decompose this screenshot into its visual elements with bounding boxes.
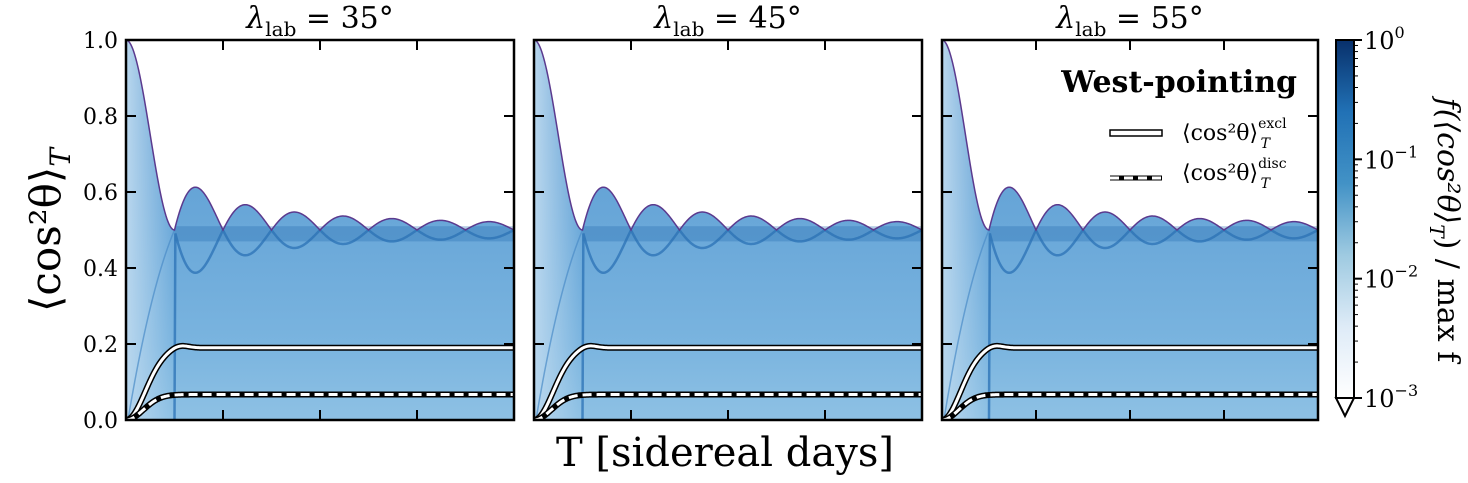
legend-label-excl: ⟨cos²θ⟩excl T bbox=[1182, 116, 1287, 152]
legend-entry-disc: ⟨cos²θ⟩disc T bbox=[1110, 156, 1287, 192]
legend-entry-excl: ⟨cos²θ⟩excl T bbox=[1109, 116, 1287, 152]
panel-plot-area bbox=[942, 40, 1318, 420]
y-axis-label: ⟨cos²θ⟩T bbox=[21, 146, 77, 312]
upper-envelope bbox=[126, 40, 514, 232]
disc-line bbox=[942, 393, 1318, 420]
y-tick-label: 0.4 bbox=[83, 257, 118, 282]
density-peak-band bbox=[989, 226, 1318, 242]
lower-envelope bbox=[173, 227, 514, 420]
colorbar-tick-label: 10−2 bbox=[1364, 262, 1418, 294]
svg-text:f(⟨cos²θ⟩T) / max f: f(⟨cos²θ⟩T) / max f bbox=[1425, 96, 1465, 365]
panel-2: λlab = 45° bbox=[532, 1, 924, 422]
legend-label-disc: ⟨cos²θ⟩disc T bbox=[1182, 156, 1287, 192]
panels: 0.0 0.2 0.4 0.6 0.8 1.0 λlab = 35° λlab = 45° λl… bbox=[83, 1, 1320, 434]
y-axis-label-sub: T bbox=[44, 146, 77, 167]
panel-1: 0.0 0.2 0.4 0.6 0.8 1.0 λlab = 35° bbox=[83, 1, 516, 434]
svg-text:⟨cos²θ⟩T: ⟨cos²θ⟩T bbox=[21, 146, 77, 312]
panel-title: λlab = 55° bbox=[1055, 1, 1204, 41]
panel-title: λlab = 35° bbox=[245, 1, 394, 41]
y-axis-label-main: ⟨cos²θ⟩ bbox=[21, 167, 70, 312]
panel-plot-area bbox=[534, 40, 922, 420]
legend: ⟨cos²θ⟩excl T ⟨cos²θ⟩disc T bbox=[1109, 116, 1287, 192]
density-early-region bbox=[534, 40, 583, 420]
annotation-west-pointing: West-pointing bbox=[1060, 65, 1297, 100]
upper-envelope bbox=[534, 40, 922, 232]
lower-envelope bbox=[987, 227, 1318, 420]
colorbar-tick-label: 10−1 bbox=[1364, 142, 1418, 174]
panel-3: λlab = 55° bbox=[940, 1, 1320, 422]
colorbar-label: f(⟨cos²θ⟩T) / max f bbox=[1425, 96, 1465, 365]
panel-plot-area bbox=[126, 40, 514, 420]
y-tick-label: 1.0 bbox=[83, 29, 118, 54]
caustic-line bbox=[535, 229, 584, 420]
colorbar-ticks: 100 10−1 10−2 10−3 bbox=[1354, 23, 1418, 413]
disc-line bbox=[534, 393, 922, 420]
colorbar-tick-label: 100 bbox=[1364, 23, 1405, 55]
y-tick-label: 0.6 bbox=[83, 181, 118, 206]
density-early-region bbox=[942, 40, 989, 420]
excl-line bbox=[534, 344, 922, 420]
y-tick-label: 0.0 bbox=[83, 409, 118, 434]
excl-line bbox=[126, 344, 514, 420]
density-peak-band bbox=[582, 226, 922, 242]
lower-envelope bbox=[581, 227, 922, 420]
y-tick-label: 0.2 bbox=[83, 333, 118, 358]
x-axis-label: T [sidereal days] bbox=[556, 430, 894, 476]
excl-line bbox=[942, 344, 1318, 420]
disc-line bbox=[126, 393, 514, 420]
caustic-line bbox=[127, 229, 176, 420]
density-early-region bbox=[126, 40, 175, 420]
colorbar-extend-triangle bbox=[1334, 397, 1356, 419]
y-tick-label: 0.8 bbox=[83, 105, 118, 130]
legend-swatch-excl bbox=[1109, 129, 1163, 137]
caustic-line bbox=[943, 229, 990, 420]
colorbar-tick-label: 10−3 bbox=[1364, 381, 1418, 413]
density-peak-band bbox=[174, 226, 514, 242]
colorbar-gradient bbox=[1335, 39, 1355, 399]
upper-envelope bbox=[942, 40, 1318, 232]
colorbar: 100 10−1 10−2 10−3 f(⟨cos²θ⟩T) / max f bbox=[1334, 23, 1465, 419]
panel-title: λlab = 45° bbox=[653, 1, 802, 41]
